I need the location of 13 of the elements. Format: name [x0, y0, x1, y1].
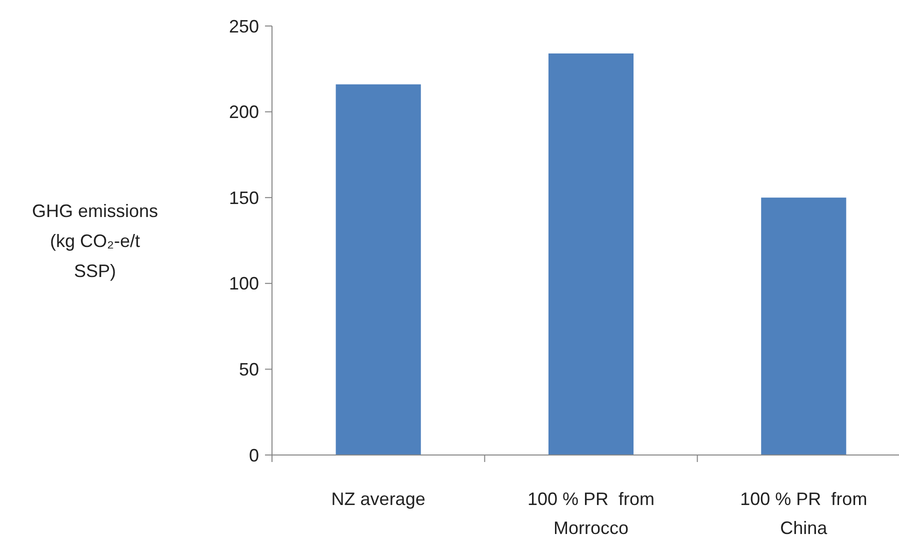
x-tick-label: NZ average: [331, 489, 426, 509]
y-tick-label: 250: [228, 16, 259, 36]
y-tick-label: 50: [238, 360, 259, 380]
x-tick-label: 100 % PR from China: [740, 489, 868, 538]
bar: [761, 198, 846, 455]
bar: [548, 53, 634, 455]
x-tick-label: 100 % PR from Morrocco: [527, 489, 655, 538]
y-tick-label: 100: [228, 274, 259, 294]
bar: [336, 84, 421, 455]
y-tick-label: 0: [248, 445, 259, 466]
y-tick-label: 200: [228, 102, 259, 122]
y-axis-title: GHG emissions (kg CO₂-e/t SSP): [32, 201, 158, 281]
y-tick-label: 150: [228, 188, 259, 208]
